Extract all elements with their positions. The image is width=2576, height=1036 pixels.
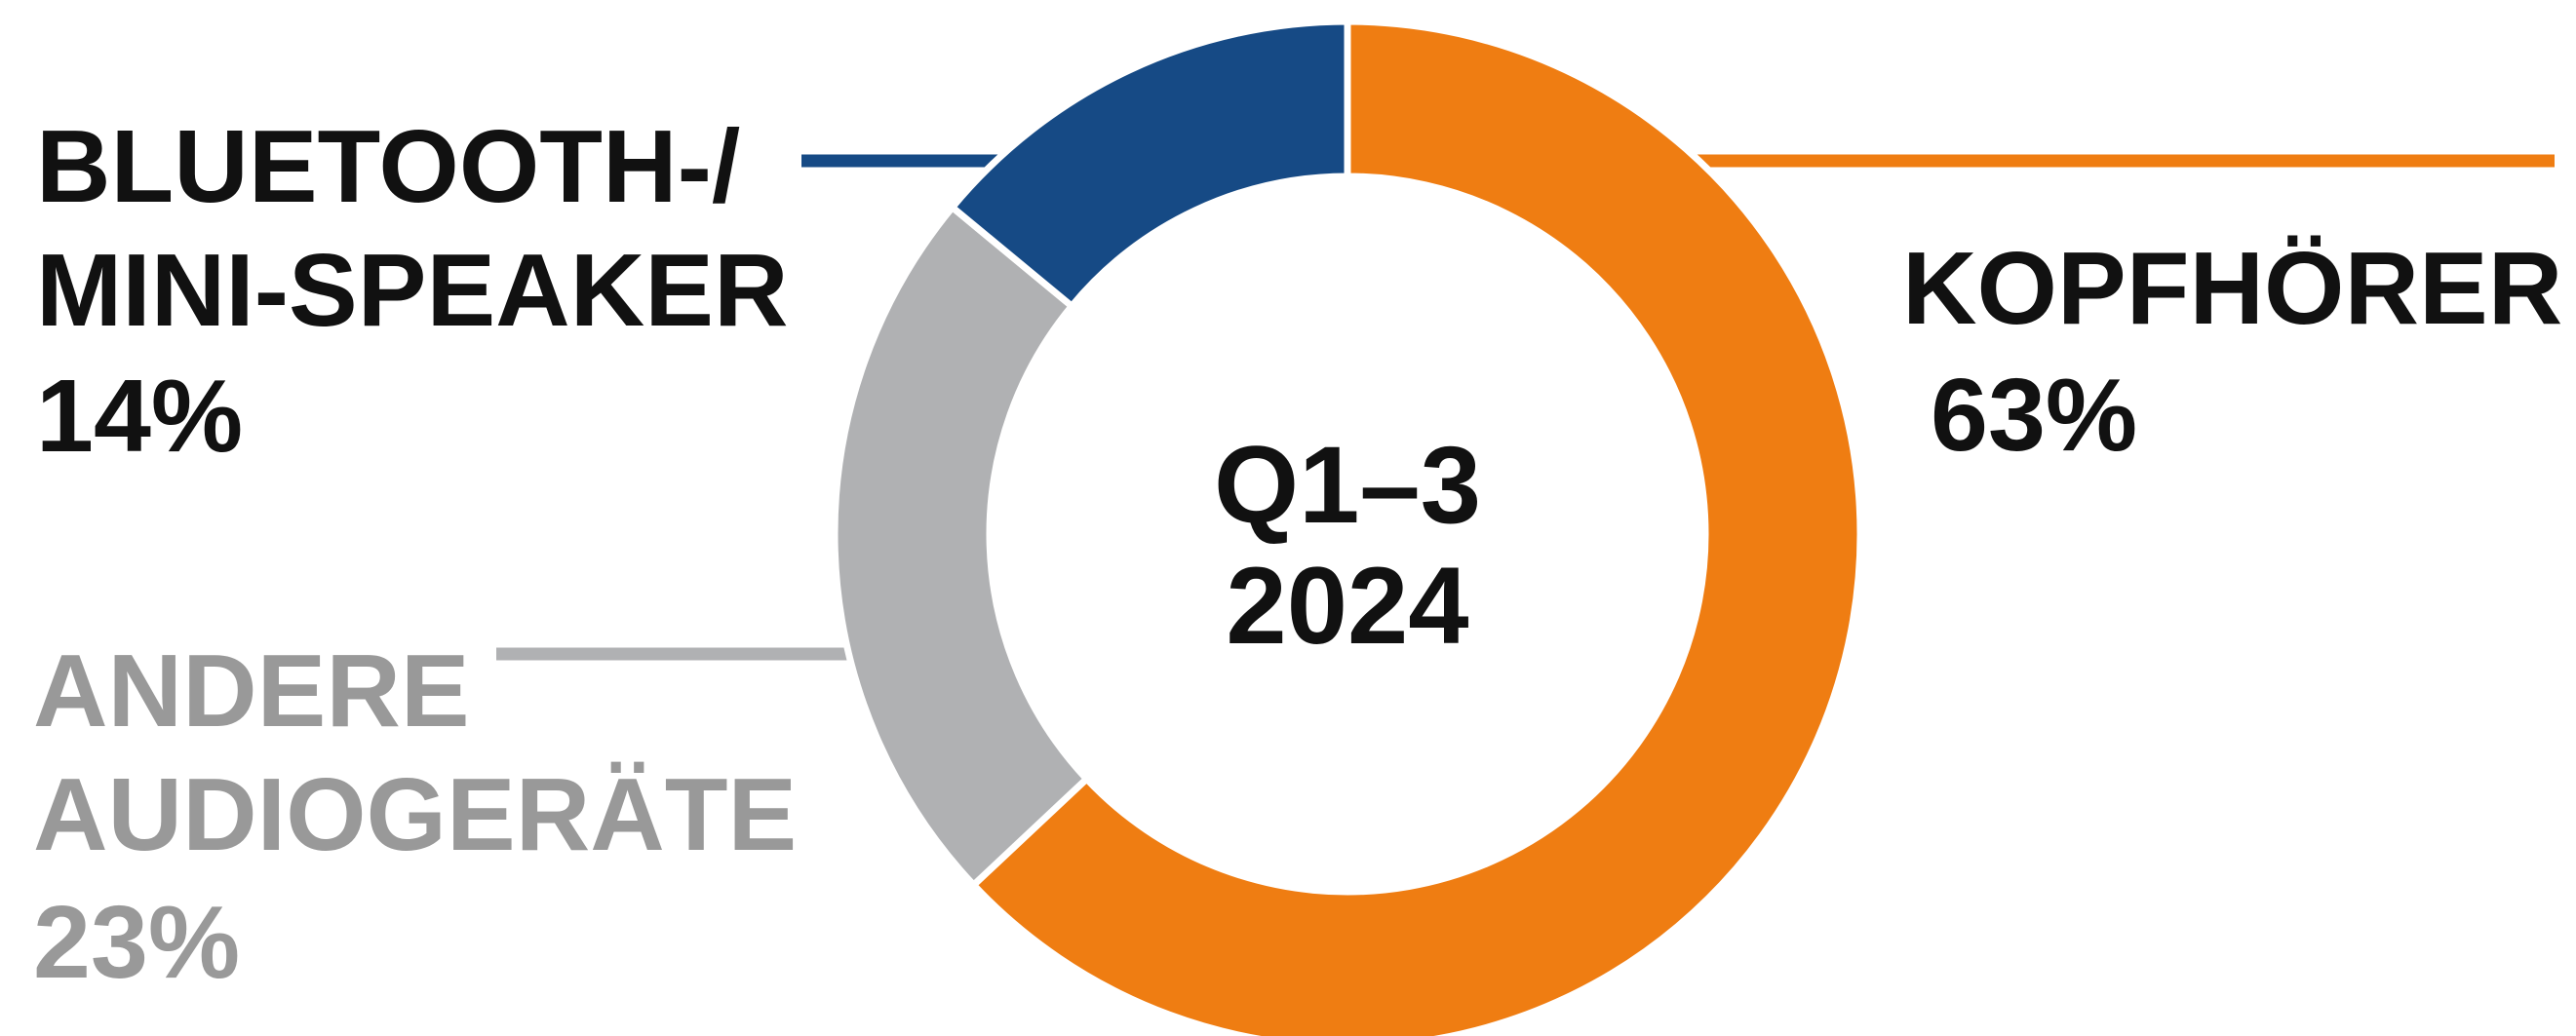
donut-segment bbox=[947, 18, 1351, 311]
value-label: 14% bbox=[36, 359, 243, 474]
category-label: BLUETOOTH-/MINI-SPEAKER bbox=[36, 109, 789, 348]
value-label: 23% bbox=[33, 885, 240, 1000]
category-label: ANDERE AUDIOGERÄTE bbox=[33, 633, 797, 872]
value-label: 63% bbox=[1931, 358, 2137, 473]
donut-segment bbox=[831, 202, 1092, 891]
donut-segment bbox=[968, 18, 1864, 1036]
donut bbox=[831, 18, 1864, 1036]
center-label: Q1–3 bbox=[1214, 424, 1481, 546]
category-label: KOPFHÖRER bbox=[1902, 231, 2562, 346]
center-label: 2024 bbox=[1226, 545, 1468, 667]
